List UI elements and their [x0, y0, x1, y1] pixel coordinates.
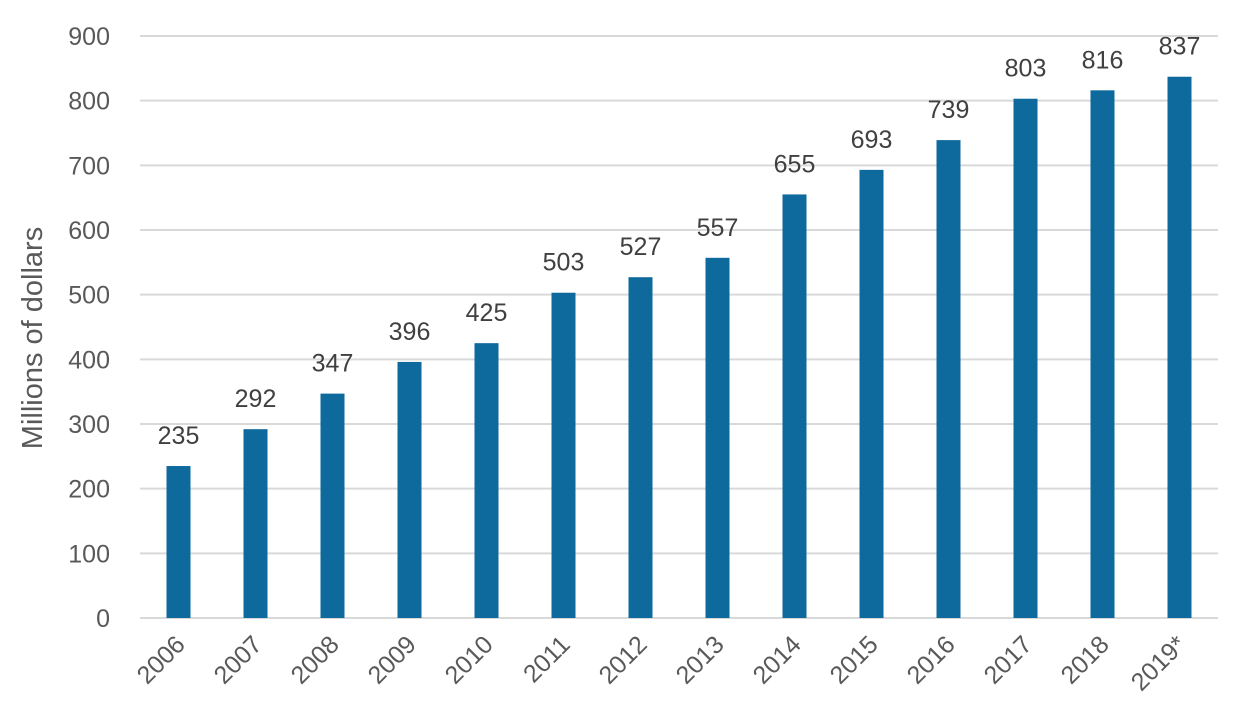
- y-tick-label: 200: [68, 476, 110, 504]
- data-label: 739: [928, 96, 970, 124]
- y-tick-label: 700: [68, 152, 110, 180]
- data-label: 557: [697, 214, 739, 242]
- data-label: 655: [774, 150, 816, 178]
- x-tick-label: 2007: [209, 630, 268, 689]
- data-labels: 235 292 347 396 425 503 527 557 655 693 739 803 816 8…: [158, 33, 1201, 450]
- bar: [320, 393, 345, 618]
- y-tick-label: 500: [68, 282, 110, 310]
- bar: [936, 140, 961, 618]
- bar: [551, 292, 576, 618]
- bar: [705, 257, 730, 618]
- gridlines: [140, 35, 1218, 619]
- data-label: 693: [851, 126, 893, 154]
- y-tick-label: 300: [68, 411, 110, 439]
- x-tick-label: 2019*: [1126, 630, 1192, 696]
- data-label: 803: [1005, 55, 1047, 83]
- data-label: 503: [543, 249, 585, 277]
- data-label: 292: [235, 385, 277, 413]
- bar: [1013, 98, 1038, 618]
- x-tick-label: 2011: [518, 630, 576, 688]
- x-tick-label: 2017: [979, 630, 1038, 689]
- x-tick-label: 2012: [594, 630, 653, 689]
- y-tick-label: 900: [68, 23, 110, 51]
- x-tick-label: 2006: [132, 630, 191, 689]
- bar: [628, 277, 653, 618]
- bar: [859, 169, 884, 619]
- x-tick-label: 2016: [902, 630, 961, 689]
- x-tick-label: 2008: [286, 630, 345, 689]
- y-tick-label: 800: [68, 88, 110, 116]
- y-tick-label: 600: [68, 217, 110, 245]
- data-label: 235: [158, 422, 200, 450]
- data-label: 347: [312, 350, 354, 378]
- bar: [474, 343, 499, 618]
- x-axis-ticks: 2006 2007 2008 2009 2010 2011 2012 2013 2014 2015…: [132, 630, 1192, 696]
- data-label: 816: [1082, 46, 1124, 74]
- bar: [782, 194, 807, 618]
- y-axis-ticks: 0 100 200 300 400 500 600 700 800 900: [68, 23, 110, 633]
- data-label: 527: [620, 233, 662, 261]
- y-axis-title: Millions of dollars: [17, 227, 49, 449]
- data-label: 837: [1159, 33, 1201, 61]
- x-tick-label: 2013: [671, 630, 730, 689]
- y-tick-label: 100: [68, 540, 110, 568]
- data-label: 425: [466, 299, 508, 327]
- bar: [1090, 90, 1115, 618]
- x-tick-label: 2009: [363, 630, 422, 689]
- bar: [397, 361, 422, 618]
- data-label: 396: [389, 318, 431, 346]
- x-tick-label: 2014: [748, 630, 807, 689]
- bar: [166, 466, 191, 618]
- bar: [243, 429, 268, 618]
- y-tick-label: 400: [68, 346, 110, 374]
- bars: [166, 76, 1192, 619]
- x-tick-label: 2015: [825, 630, 884, 689]
- bar: [1167, 76, 1192, 619]
- y-tick-label: 0: [96, 605, 110, 633]
- x-tick-label: 2010: [440, 630, 499, 689]
- x-tick-label: 2018: [1056, 630, 1115, 689]
